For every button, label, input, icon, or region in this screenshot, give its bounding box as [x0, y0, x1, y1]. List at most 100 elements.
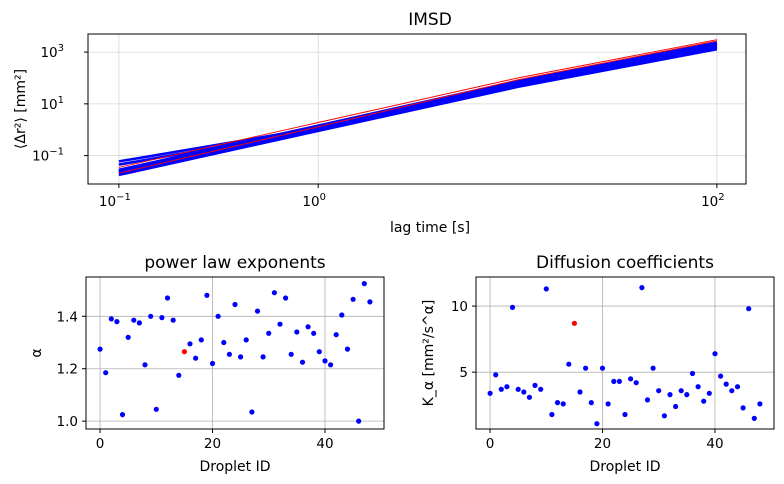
diffusion-point — [532, 382, 538, 388]
exponents-point — [164, 295, 171, 301]
exponents-grid — [86, 277, 384, 429]
imsd-title: IMSD — [408, 10, 452, 30]
diffusion-point — [633, 380, 639, 386]
exponents-point — [114, 319, 120, 325]
diffusion-point — [526, 394, 533, 400]
diffusion-point — [667, 392, 673, 398]
exponents-y-tick-label: 1.0 — [57, 414, 78, 430]
diffusion-point — [515, 386, 521, 392]
exponents-point — [311, 330, 317, 336]
exponents-point — [226, 351, 232, 357]
diffusion-point — [751, 415, 757, 421]
diffusion-point — [554, 400, 561, 406]
diffusion-point — [712, 351, 718, 357]
imsd-msd-line — [118, 47, 718, 166]
diffusion-point — [504, 384, 510, 390]
diffusion-point — [566, 361, 572, 367]
exponents-point — [232, 301, 238, 308]
exponents-point — [277, 321, 283, 327]
exponents-point — [344, 346, 351, 352]
exponents-point — [328, 362, 334, 368]
diffusion-y-tick-label: 10 — [451, 299, 468, 315]
exponents-point — [131, 317, 137, 323]
diffusion-point — [661, 413, 668, 419]
diffusion-point — [678, 388, 684, 394]
imsd-series — [118, 39, 718, 177]
diffusion-x-tick-label: 40 — [706, 436, 723, 452]
diffusion-point — [684, 392, 690, 398]
diffusion-point — [549, 411, 555, 418]
diffusion-point — [509, 304, 516, 310]
exponents-xlabel: Droplet ID — [199, 459, 270, 475]
exponents-point — [254, 308, 261, 314]
diffusion-point — [757, 401, 763, 407]
exponents-point — [367, 299, 373, 305]
diffusion-panel: Diffusion coefficients 0 20 40 5 10 Droplet … — [421, 253, 775, 475]
diffusion-point — [729, 388, 735, 394]
exponents-point — [356, 418, 362, 424]
diffusion-point — [628, 376, 634, 382]
exponents-point — [204, 292, 210, 298]
diffusion-point — [487, 390, 493, 396]
diffusion-point — [746, 306, 752, 312]
exponents-point — [136, 320, 142, 326]
exponents-point — [322, 358, 328, 364]
exponents-point — [209, 360, 216, 367]
exponents-title: power law exponents — [144, 253, 325, 273]
exponents-point — [142, 362, 148, 368]
exponents-point — [119, 412, 126, 418]
diffusion-point — [689, 370, 696, 377]
exponents-point — [299, 359, 306, 365]
exponents-point — [350, 296, 356, 302]
exponents-point — [159, 315, 165, 321]
exponents-point — [260, 354, 266, 360]
diffusion-point — [639, 285, 645, 291]
exponents-point — [361, 281, 367, 287]
exponents-point — [266, 330, 272, 336]
exponents-point — [193, 355, 199, 361]
diffusion-point — [706, 390, 712, 396]
exponents-point — [153, 406, 159, 412]
diffusion-y-tick-label: 5 — [459, 365, 468, 381]
diffusion-x-tick-label: 0 — [486, 436, 495, 452]
imsd-plot-frame — [87, 33, 747, 185]
diffusion-point — [650, 365, 656, 371]
diffusion-point — [701, 398, 707, 404]
exponents-point — [333, 332, 339, 338]
exponents-point — [288, 351, 294, 357]
diffusion-ticks: 0 20 40 5 10 — [451, 299, 724, 452]
diffusion-title: Diffusion coefficients — [536, 253, 714, 273]
diffusion-point — [656, 388, 662, 394]
exponents-point — [103, 370, 109, 376]
diffusion-point — [543, 286, 549, 292]
diffusion-point — [695, 384, 701, 390]
diffusion-point — [599, 365, 606, 371]
exponents-point — [187, 341, 193, 347]
imsd-highlight-line — [118, 40, 717, 174]
diffusion-point — [673, 403, 679, 410]
exponents-y-tick-label: 1.2 — [57, 362, 78, 378]
diffusion-point — [611, 378, 617, 384]
diffusion-point — [644, 397, 651, 403]
diffusion-ylabel: K_α [mm²/s^α] — [421, 300, 437, 407]
exponents-x-tick-label: 20 — [204, 436, 221, 452]
exponents-point — [97, 346, 103, 352]
exponents-point — [198, 337, 204, 343]
exponents-point — [125, 334, 131, 340]
exponents-point — [305, 324, 311, 330]
exponents-panel: power law exponents 0 20 40 1.0 1.2 1.4 Dropl… — [29, 253, 385, 475]
diffusion-point — [734, 384, 741, 390]
exponents-point — [215, 313, 221, 319]
exponents-points — [97, 281, 373, 424]
exponents-point — [339, 312, 345, 318]
diffusion-grid — [476, 277, 774, 429]
exponents-point — [249, 409, 255, 415]
exponents-point — [294, 329, 300, 335]
exponents-point — [316, 349, 322, 355]
diffusion-point — [622, 411, 628, 418]
diffusion-point — [538, 386, 544, 392]
diffusion-xlabel: Droplet ID — [589, 459, 660, 475]
exponents-highlight-point — [181, 349, 187, 355]
